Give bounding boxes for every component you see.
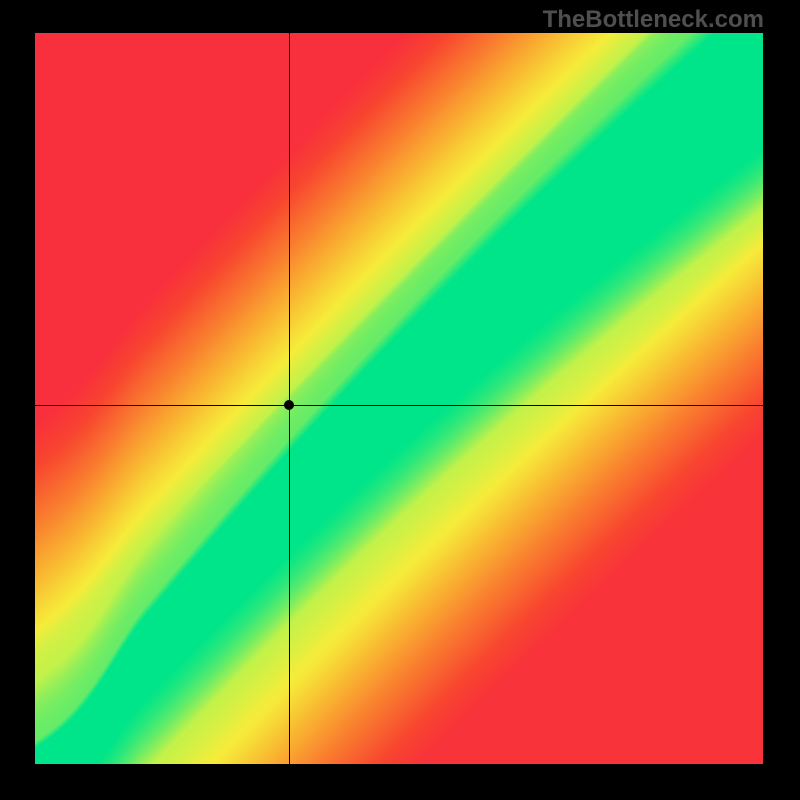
watermark-text: TheBottleneck.com — [543, 6, 764, 34]
heatmap — [35, 33, 763, 764]
data-point-marker — [284, 400, 294, 410]
crosshair-horizontal — [35, 405, 763, 406]
crosshair-vertical — [289, 33, 290, 764]
chart-container: TheBottleneck.com — [0, 0, 800, 800]
plot-area — [35, 33, 763, 764]
